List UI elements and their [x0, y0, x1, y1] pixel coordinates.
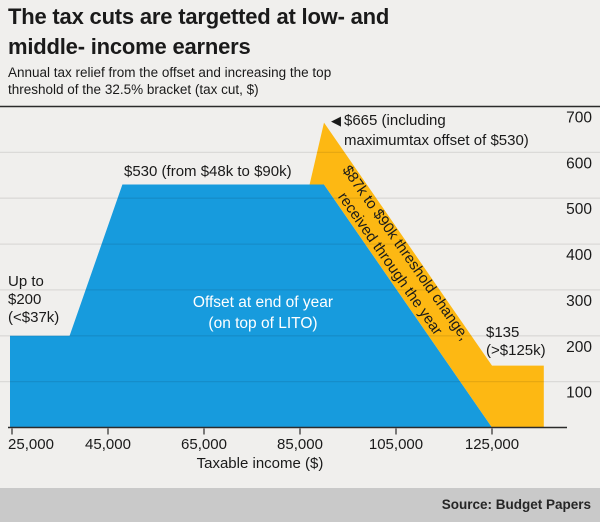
annotation-high-income: $135 (>$125k): [486, 324, 546, 360]
annotation-530-plateau: $530 (from $48k to $90k): [124, 163, 292, 180]
source-bar: Source: Budget Papers: [0, 488, 600, 522]
annotation-665-peak: ◀ $665 (including maximumtax offset of $…: [331, 111, 529, 151]
annotation-low-line-1: Up to: [8, 273, 44, 290]
annotation-low-income: Up to $200 (<$37k): [8, 273, 59, 327]
y-tick-label: 100: [566, 385, 592, 402]
y-tick-label: 300: [566, 293, 592, 310]
x-axis-title: Taxable income ($): [197, 455, 324, 472]
x-tick-label: 65,000: [181, 436, 227, 453]
annotation-665-line-2: maximumtax offset of $530): [344, 132, 529, 149]
annotation-665-line-1: $665 (including: [344, 112, 446, 129]
chart-subtitle: Annual tax relief from the offset and in…: [8, 64, 331, 98]
arrow-left-icon: ◀: [331, 113, 341, 128]
title-line-1: The tax cuts are targetted at low- and: [8, 4, 390, 29]
source-text: Source: Budget Papers: [441, 497, 591, 512]
blue-area-label-line-2: (on top of LITO): [208, 315, 318, 332]
y-tick-label: 700: [566, 110, 592, 127]
yellow-threshold-band: [309, 122, 544, 428]
x-tick-label: 45,000: [85, 436, 131, 453]
y-tick-label: 400: [566, 247, 592, 264]
annotation-low-line-3: (<$37k): [8, 309, 60, 326]
annotation-665-text: $665 (including maximumtax offset of $53…: [344, 111, 529, 151]
x-tick-label: 105,000: [369, 436, 423, 453]
annotation-high-line-2: (>$125k): [486, 342, 546, 359]
annotation-high-line-1: $135: [486, 324, 520, 341]
x-tick-label: 25,000: [8, 436, 54, 453]
y-tick-label: 200: [566, 339, 592, 356]
subtitle-line-2: threshold of the 32.5% bracket (tax cut,…: [8, 82, 259, 97]
subtitle-line-1: Annual tax relief from the offset and in…: [8, 65, 332, 80]
x-tick-label: 125,000: [465, 436, 519, 453]
y-tick-label: 600: [566, 155, 592, 172]
blue-area-label-line-1: Offset at end of year: [192, 294, 334, 311]
page-title: The tax cuts are targetted at low- and m…: [8, 2, 389, 62]
title-line-2: middle- income earners: [8, 34, 251, 59]
blue-area-label: Offset at end of year (on top of LITO): [153, 292, 373, 334]
y-tick-label: 500: [566, 201, 592, 218]
x-tick-label: 85,000: [277, 436, 323, 453]
annotation-low-line-2: $200: [8, 291, 42, 308]
blue-offset-area: [10, 184, 492, 428]
